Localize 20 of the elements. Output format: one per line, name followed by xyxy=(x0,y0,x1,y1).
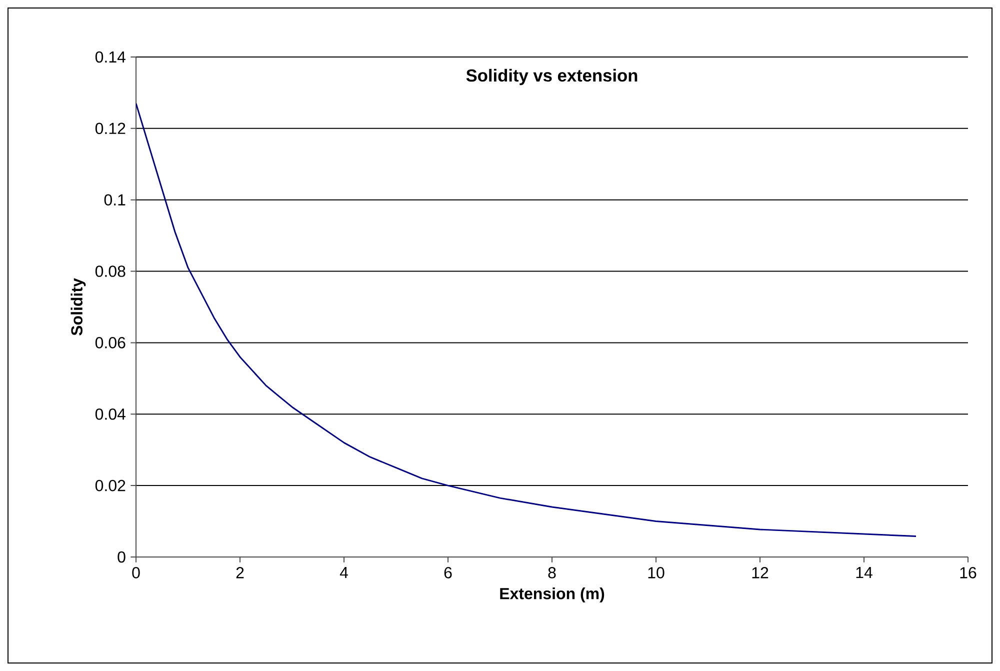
x-tick-label: 6 xyxy=(444,567,452,578)
y-tick-label: 0.12 xyxy=(95,122,126,134)
text: Solidity vs extension xyxy=(466,68,638,86)
x-tick-label: 2 xyxy=(236,567,244,578)
x-tick-label: 8 xyxy=(548,567,556,578)
y-tick-label: 0.14 xyxy=(95,51,126,63)
y-tick-label: 0.1 xyxy=(104,194,126,206)
x-tick-label: 12 xyxy=(752,567,768,578)
x-axis-title: Extension (m) xyxy=(500,588,604,602)
x-tick-label: 10 xyxy=(648,567,664,578)
y-tick-label: 0.08 xyxy=(95,266,126,277)
y-tick-label: 0.06 xyxy=(95,337,126,348)
y-tick-label: 0.02 xyxy=(95,480,126,492)
y-tick-label: 0 xyxy=(118,551,126,563)
x-tick-label: 0 xyxy=(132,567,140,578)
x-tick-label: 4 xyxy=(340,567,348,578)
x-tick-label: 14 xyxy=(856,567,872,578)
x-tick-label: 16 xyxy=(960,567,976,578)
y-tick-label: 0.04 xyxy=(95,408,126,420)
y-axis-title: Solidity xyxy=(70,278,86,336)
